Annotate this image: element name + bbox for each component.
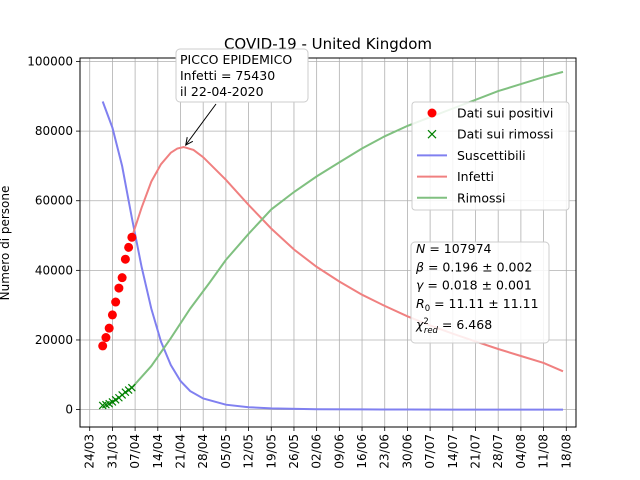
annotation-arrow [185,103,217,146]
x-tick-label: 18/08 [559,434,573,469]
x-tick-label: 21/04 [173,434,187,469]
data-point-positivi [117,273,127,283]
x-marker-stroke [127,383,136,392]
data-point-positivi [120,254,130,264]
series-line-rimossi [131,70,564,389]
stats-line: R0 = 11.11 ± 11.11 [416,296,539,314]
x-tick-label: 21/07 [469,434,483,469]
stats-line: γ = 0.018 ± 0.001 [416,278,532,293]
stats-line: χ2 red = 6.468 [415,317,492,336]
legend-x-stroke [427,129,437,139]
x-tick-label: 14/04 [151,434,165,469]
y-tick-label: 20000 [35,333,73,347]
data-point-positivi [114,283,124,293]
stats-box: N = 107974 β = 0.196 ± 0.002 γ = 0.018 ± 0… [410,241,550,344]
annotation-text: PICCO EPIDEMICO [180,52,292,67]
data-point-positivi [127,232,137,242]
annotation-text: Infetti = 75430 [180,68,275,83]
y-tick-label: 60000 [35,194,73,208]
x-tick-label: 19/05 [264,434,278,469]
x-tick-label: 02/06 [310,434,324,469]
data-point-positivi [98,341,108,351]
data-point-positivi [107,310,117,320]
x-tick-label: 28/04 [196,434,210,469]
legend-label: Infetti [457,169,494,184]
stats-line: N = 107974 [416,241,492,256]
annotation-text: il 22-04-2020 [180,84,264,99]
y-axis-ticks: 0 20000 40000 60000 80000 100000 [27,54,80,417]
plot-frame [79,57,577,428]
annotation-box [175,48,309,103]
x-tick-label: 07/04 [128,434,142,469]
y-tick-label: 0 [65,403,73,417]
x-tick-label: 31/03 [105,434,119,469]
y-axis-label: Numero di persone [0,186,12,301]
legend-box [411,101,570,211]
x-tick-label: 26/05 [287,434,301,469]
x-tick-label: 14/07 [446,434,460,469]
x-tick-label: 24/03 [83,434,97,469]
series-layer [98,70,564,411]
y-tick-label: 100000 [27,54,73,68]
x-tick-label: 09/06 [332,434,346,469]
x-tick-label: 16/06 [355,434,369,469]
stats-box-frame [410,241,550,344]
legend-swatch-positivi [427,108,437,118]
data-point-positivi [111,297,121,307]
annotation-arrow-head [185,137,194,146]
x-axis-ticks: 24/03 31/03 07/04 14/04 21/04 28/04 05/05 12/05… [83,427,573,469]
legend: Dati sui positivi Dati sui rimossi Suscett… [411,101,570,211]
y-tick-label: 80000 [35,124,73,138]
x-tick-label: 12/05 [242,434,256,469]
legend-swatch-rimossi-data [427,129,437,139]
x-tick-label: 11/08 [537,434,551,469]
legend-label: Dati sui rimossi [457,127,553,142]
data-point-rimossi [127,383,136,392]
legend-label: Rimossi [457,190,505,205]
y-tick-label: 40000 [35,263,73,277]
x-tick-label: 04/08 [514,434,528,469]
x-tick-label: 07/07 [423,434,437,469]
stats-line: β = 0.196 ± 0.002 [415,259,532,274]
x-tick-label: 23/06 [378,434,392,469]
data-point-positivi [104,323,114,333]
data-point-positivi [124,242,134,252]
legend-label: Suscettibili [457,148,526,163]
data-point-positivi [101,333,111,343]
x-tick-label: 05/05 [219,434,233,469]
x-tick-label: 30/06 [400,434,414,469]
x-tick-label: 28/07 [491,434,505,469]
legend-label: Dati sui positivi [457,106,553,121]
